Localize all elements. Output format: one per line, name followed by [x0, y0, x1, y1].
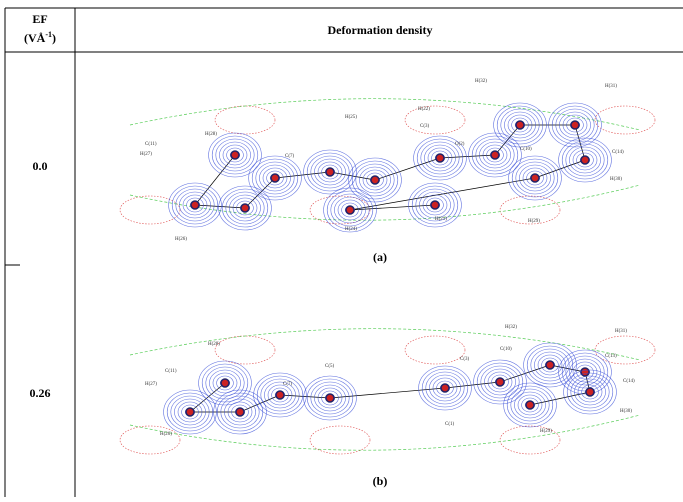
atom [326, 168, 334, 176]
bond [550, 365, 585, 372]
contour [595, 106, 655, 134]
atom [571, 121, 579, 129]
contour [120, 426, 180, 454]
contour [215, 106, 275, 134]
atom-label: C(11) [145, 142, 157, 147]
atom-label: H(28) [205, 132, 217, 137]
atom [526, 401, 534, 409]
atom-label: C(13) [605, 354, 617, 359]
atom [531, 174, 539, 182]
atom-label: H(25) [345, 115, 357, 120]
bond [375, 158, 440, 180]
atom [186, 408, 194, 416]
ef-value: 0.0 [33, 159, 48, 173]
unit-sup: -1 [45, 30, 52, 39]
contour [215, 336, 275, 364]
atom-label: H(30) [610, 177, 622, 182]
bond [330, 388, 445, 398]
atom-label: H(21) [435, 217, 447, 222]
atom [581, 156, 589, 164]
atom-label: C(10) [500, 347, 512, 352]
atom-label: H(28) [208, 342, 220, 347]
atom [586, 388, 594, 396]
atom-label: H(27) [140, 152, 152, 157]
bond [280, 395, 330, 398]
atom [436, 154, 444, 162]
atom-label: C(14) [612, 150, 624, 155]
atom-label: C(3) [420, 124, 430, 129]
ef-value: 0.26 [30, 386, 51, 400]
unit: (VÅ [24, 31, 46, 45]
atom-label: H(26) [175, 237, 187, 242]
atom [371, 176, 379, 184]
bond [495, 125, 520, 155]
header-unit: (VÅ-1) [24, 30, 56, 45]
atom-label: H(26) [160, 432, 172, 437]
figures: H(28) C(11) H(27) C(7) H(25) H(22) C(3) O(2) H(3… [120, 79, 655, 454]
contour [405, 106, 465, 134]
atom [516, 121, 524, 129]
atom-label: H(30) [620, 409, 632, 414]
atom-label: O(2) [455, 142, 465, 147]
atom [546, 361, 554, 369]
atom-label: C(5) [325, 364, 335, 369]
atom [496, 378, 504, 386]
atom-label: H(29) [540, 429, 552, 434]
atom [221, 379, 229, 387]
atom-label: H(22) [418, 107, 430, 112]
table: EF (VÅ-1) Deformation density 0.0 0.26 (… [0, 0, 683, 497]
atom-label: C(11) [165, 369, 177, 374]
atom [581, 368, 589, 376]
contour [595, 336, 655, 364]
bond [195, 155, 235, 205]
bond [195, 205, 245, 208]
atom [276, 391, 284, 399]
atom [326, 394, 334, 402]
atom [271, 174, 279, 182]
atom-label: H(32) [505, 325, 517, 330]
atom-label: C(7) [283, 382, 293, 387]
atom-label: H(24) [345, 227, 357, 232]
atom [346, 206, 354, 214]
atom-label: C(1) [445, 422, 455, 427]
atom-label: C(10) [520, 147, 532, 152]
atom [441, 384, 449, 392]
atom-label: H(27) [145, 382, 157, 387]
atom-label: C(14) [623, 379, 635, 384]
caption: (b) [373, 474, 388, 488]
atom-label: C(7) [285, 154, 295, 159]
atom-label: H(31) [605, 84, 617, 89]
atom [191, 201, 199, 209]
atom-label: H(32) [475, 79, 487, 84]
atom-label: H(29) [528, 219, 540, 224]
bond [500, 365, 550, 382]
contour [405, 336, 465, 364]
header-ef: EF [32, 12, 47, 26]
atom [236, 408, 244, 416]
header-density: Deformation density [328, 23, 433, 37]
atom-label: C(3) [460, 357, 470, 362]
atom-label: H(31) [615, 329, 627, 334]
unit: ) [52, 31, 56, 45]
atom [241, 204, 249, 212]
atom [231, 151, 239, 159]
caption: (a) [373, 250, 387, 264]
atom [431, 201, 439, 209]
atom [491, 151, 499, 159]
contour [120, 196, 180, 224]
contour [130, 329, 640, 360]
